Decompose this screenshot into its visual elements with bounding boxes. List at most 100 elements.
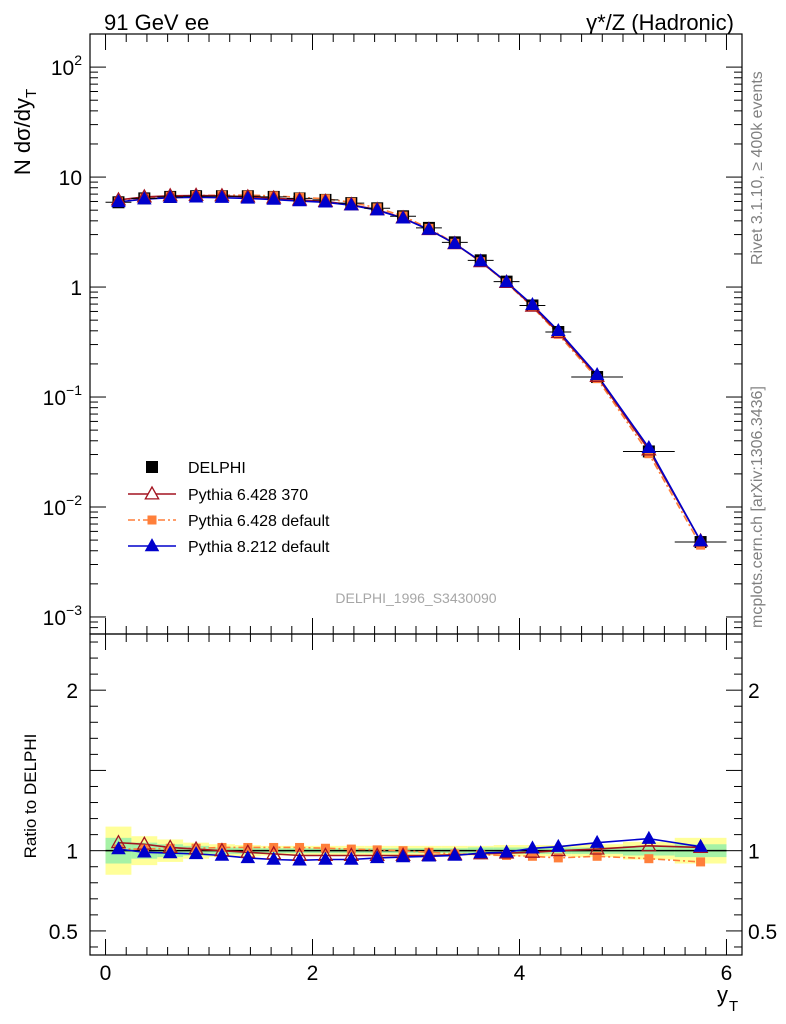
p8-point: [369, 202, 385, 216]
xlabel: yT: [717, 982, 738, 1015]
ratio-p8-point: [318, 851, 333, 865]
header-right-label: γ*/Z (Hadronic): [586, 10, 734, 35]
ratio-xtick-label: 2: [307, 962, 319, 985]
ratio-p8-point: [111, 841, 126, 855]
p8-point: [318, 194, 333, 208]
p8-point: [693, 533, 708, 547]
ratio-p8-point: [188, 846, 204, 860]
p8-point: [421, 221, 437, 235]
ratio-p8-point: [266, 851, 281, 865]
p8-point: [473, 253, 488, 267]
ratio-p8-point: [693, 838, 708, 852]
ratio-xtick-label: 0: [100, 962, 112, 985]
rivet-label: Rivet 3.1.10, ≥ 400k events: [749, 71, 766, 265]
ratio-p8-point: [369, 850, 385, 864]
ratio-xtick-label: 6: [721, 962, 733, 985]
main-ytick-label: 102: [51, 52, 82, 80]
ratio-p8-point: [137, 844, 152, 858]
main-ytick-label: 10−1: [43, 382, 83, 410]
ratio-p8-point: [292, 852, 307, 866]
ratio-p6-370-point: [641, 837, 657, 852]
main-ytick-base: 10: [43, 607, 66, 630]
ratio-xtick-label: 4: [514, 962, 526, 985]
watermark: DELPHI_1996_S3430090: [335, 590, 496, 606]
p8-point: [551, 322, 566, 337]
header-left-label: 91 GeV ee: [104, 10, 209, 35]
main-ytick-base: 10: [59, 167, 82, 190]
p8-point: [525, 296, 540, 310]
ratio-p8-point: [499, 844, 514, 858]
p8-point: [395, 210, 411, 224]
p8-point: [266, 191, 281, 205]
ratio-p6-default-point: [527, 851, 537, 861]
main-ylabel-sub: T: [23, 89, 40, 98]
legend: DELPHI Pythia 6.428 370 Pythia 6.428 defau…: [128, 460, 330, 556]
p8-point: [111, 194, 126, 208]
ratio-p8-point: [589, 834, 605, 848]
p8-point: [240, 190, 256, 204]
main-ylabel-text: N dσ/dy: [10, 98, 35, 175]
main-ytick-base: 10: [43, 387, 66, 410]
p8-point: [499, 274, 514, 288]
ratio-p8-point: [395, 849, 411, 863]
p8-point: [292, 193, 307, 207]
main-ytick-label: 10: [59, 167, 82, 190]
ratio-p8-point: [214, 847, 230, 861]
ratio-p8-point: [162, 845, 178, 859]
p8-point: [641, 440, 657, 454]
main-ylabel: N dσ/dyT: [10, 89, 40, 175]
p8-point: [162, 189, 178, 203]
legend-label-p8: Pythia 8.212 default: [188, 539, 330, 556]
ratio-p8-point: [344, 851, 359, 865]
ratio-p8-point: [421, 848, 437, 862]
p8-point: [589, 367, 605, 381]
xlabel-sub: T: [729, 998, 738, 1015]
ratio-panel: 2 2 1 1 0.5 0.5 0 2 4 6: [49, 633, 777, 985]
legend-marker-p8: [144, 538, 160, 552]
main-ytick-base: 10: [43, 497, 66, 520]
legend-marker-data: [146, 461, 158, 473]
ratio-ytick-label-left: 1: [66, 841, 78, 864]
main-ytick-label: 10−2: [43, 492, 83, 520]
ratio-ylabel: Ratio to DELPHI: [21, 734, 40, 859]
ratio-p8-point: [641, 830, 657, 844]
p8-point: [188, 189, 204, 203]
main-ytick-label: 10−3: [43, 602, 83, 630]
legend-label-p6_370: Pythia 6.428 370: [188, 487, 308, 504]
ratio-p6-default-point: [592, 851, 602, 861]
p8-point: [214, 189, 230, 203]
ratio-ytick-label-left: 0.5: [49, 921, 78, 944]
ratio-p8-point: [447, 847, 463, 861]
legend-marker-p6_370: [144, 485, 160, 500]
p6-default-point: [644, 449, 654, 459]
ratio-p8-point: [525, 840, 540, 854]
ratio-ytick-label-right: 2: [748, 680, 760, 703]
main-ytick-exp: −2: [66, 492, 82, 508]
ratio-p8-point: [473, 845, 488, 859]
ratio-p8-point: [551, 838, 566, 852]
ratio-ytick-label-right: 0.5: [748, 921, 777, 944]
ratio-ytick-label-left: 2: [66, 680, 78, 703]
ratio-p6-default-point: [243, 842, 253, 852]
main-ytick-base: 1: [70, 277, 82, 300]
ratio-ytick-label-right: 1: [748, 841, 760, 864]
ratio-p6-default-point: [644, 854, 654, 864]
ratio-p6-default-point: [217, 842, 227, 852]
main-ytick-label: 1: [70, 277, 82, 300]
ratio-p6-370-point: [589, 840, 605, 855]
legend-marker-p6_default: [147, 515, 157, 525]
p8-point: [447, 235, 463, 249]
ratio-p6-default-point: [696, 857, 706, 867]
ratio-p8-point: [240, 850, 256, 864]
xlabel-text: y: [717, 982, 728, 1007]
main-ytick-exp: −1: [66, 382, 82, 398]
mcplots-label: mcplots.cern.ch [arXiv:1306.3436]: [749, 386, 766, 628]
legend-label-p6_default: Pythia 6.428 default: [188, 513, 330, 530]
ratio-p6-default-point: [553, 853, 563, 863]
main-ytick-exp: 2: [74, 52, 82, 68]
main-ytick-base: 10: [51, 57, 74, 80]
svg-text:N dσ/dyT: N dσ/dyT: [10, 89, 40, 175]
p8-point: [344, 197, 359, 211]
